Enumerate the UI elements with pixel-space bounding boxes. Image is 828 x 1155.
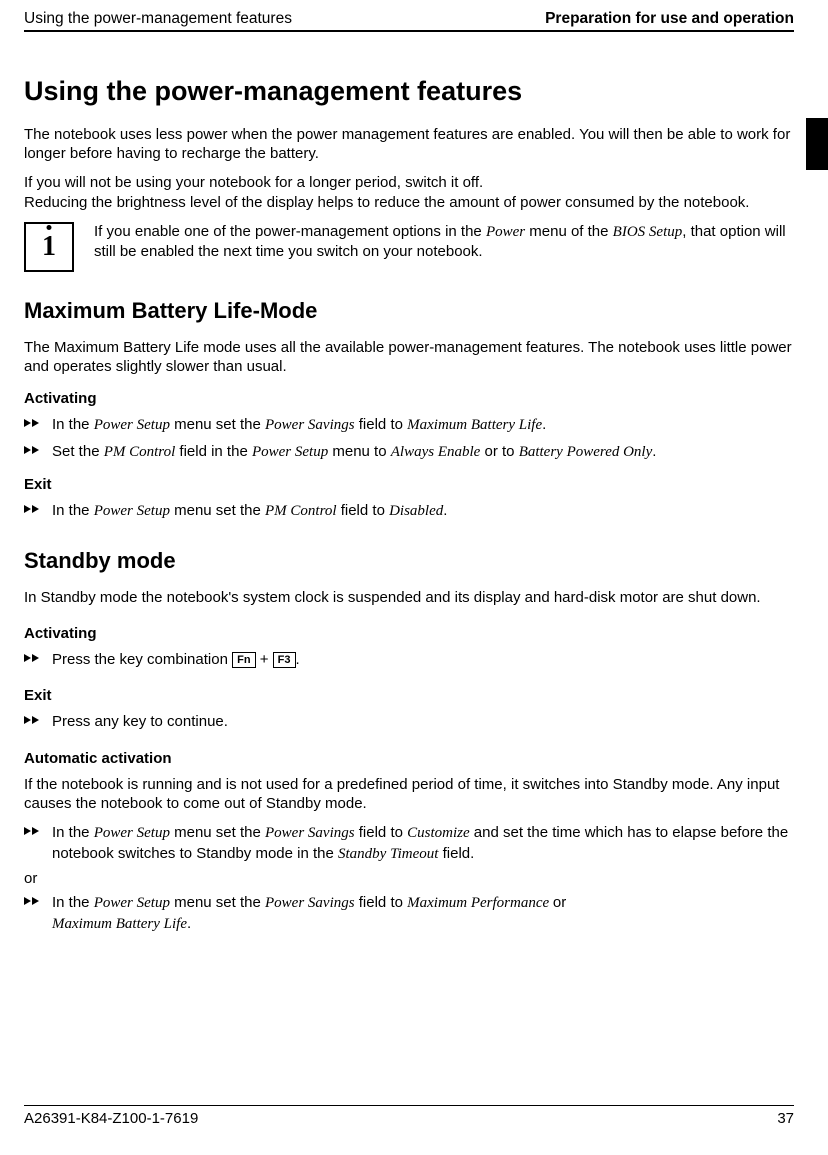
fn-key: Fn	[232, 652, 255, 668]
step-item: In the Power Setup menu set the Power Sa…	[24, 415, 794, 436]
page-number: 37	[777, 1110, 794, 1127]
step-item: Press the key combination Fn + F3.	[24, 650, 794, 670]
maxbat-para: The Maximum Battery Life mode uses all t…	[24, 338, 794, 376]
footer: A26391-K84-Z100-1-7619 37	[24, 1105, 794, 1127]
step-item: In the Power Setup menu set the Power Sa…	[24, 823, 794, 864]
or-label: or	[24, 870, 794, 887]
info-text: If you enable one of the power-managemen…	[94, 222, 794, 261]
maxbat-heading: Maximum Battery Life-Mode	[24, 298, 794, 324]
intro-para-1: The notebook uses less power when the po…	[24, 125, 794, 163]
step-arrow-icon	[24, 823, 40, 836]
step-item: Press any key to continue.	[24, 712, 794, 732]
page-title: Using the power-management features	[24, 76, 794, 107]
standby-auto-label: Automatic activation	[24, 750, 794, 767]
step-item: Set the PM Control field in the Power Se…	[24, 442, 794, 463]
standby-exit-label: Exit	[24, 687, 794, 704]
standby-auto-para: If the notebook is running and is not us…	[24, 775, 794, 813]
standby-para: In Standby mode the notebook's system cl…	[24, 588, 794, 607]
step-arrow-icon	[24, 650, 40, 663]
step-item: In the Power Setup menu set the Power Sa…	[24, 893, 794, 934]
doc-id: A26391-K84-Z100-1-7619	[24, 1110, 198, 1127]
bottom-rule	[24, 1105, 794, 1106]
standby-activating-label: Activating	[24, 625, 794, 642]
maxbat-exit-label: Exit	[24, 476, 794, 493]
step-arrow-icon	[24, 415, 40, 428]
section-tab	[806, 118, 828, 170]
info-icon: 1	[24, 222, 74, 272]
maxbat-activating-label: Activating	[24, 390, 794, 407]
step-arrow-icon	[24, 712, 40, 725]
top-rule	[24, 30, 794, 32]
header-left: Using the power-management features	[24, 10, 292, 28]
standby-heading: Standby mode	[24, 548, 794, 574]
f3-key: F3	[273, 652, 296, 668]
step-item: In the Power Setup menu set the PM Contr…	[24, 501, 794, 522]
intro-para-2: If you will not be using your notebook f…	[24, 173, 794, 211]
step-arrow-icon	[24, 501, 40, 514]
header-right: Preparation for use and operation	[545, 10, 794, 28]
step-arrow-icon	[24, 893, 40, 906]
info-callout: 1 If you enable one of the power-managem…	[24, 222, 794, 272]
step-arrow-icon	[24, 442, 40, 455]
